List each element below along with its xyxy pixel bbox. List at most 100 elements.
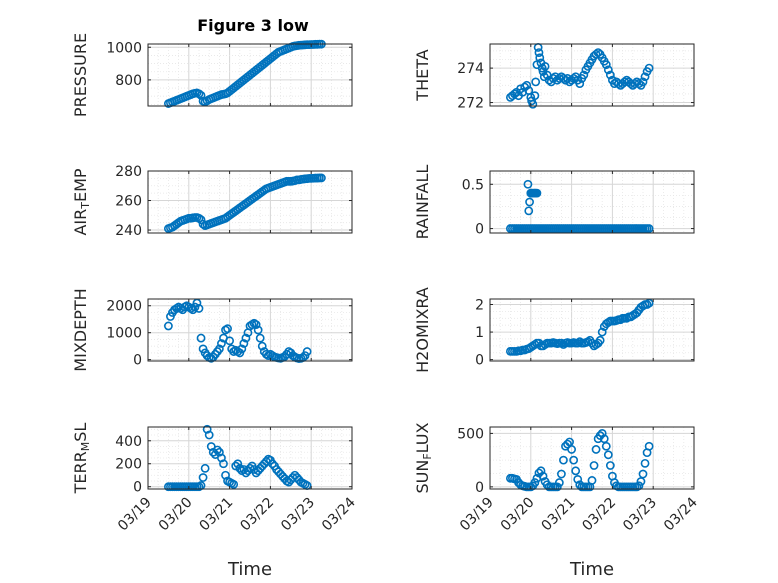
y-tick-label: 2000 [106,299,142,315]
y-axis-label-part: LUX [413,422,432,453]
series-rainfall [505,179,654,233]
y-axis-label: AIRTEMP [71,168,92,235]
y-axis-label-part: RAINFALL [413,165,432,240]
data-point [198,473,208,482]
data-point [237,344,247,354]
data-point [554,478,564,487]
data-point [644,63,654,73]
y-axis-label-part: F [421,453,434,459]
y-axis-label: THETA [413,49,432,101]
x-tick-label: 03/20 [156,495,196,535]
axes-box [147,426,353,490]
data-point [257,341,267,351]
panel-terr_msl: 03/19 03/20 03/21 03/22 03/23 03/24 0 200 400 TER… [71,423,359,580]
series-pressure [163,39,326,108]
y-tick-label: 0 [475,353,484,369]
x-axis-label: Time [227,559,272,580]
data-point [196,90,206,100]
grid [147,44,353,106]
x-tick-label: 03/22 [579,495,619,535]
data-point [567,445,576,454]
figure-title: Figure 3 low [197,16,309,35]
y-axis-label-part: SUN [413,460,432,494]
data-point [194,304,204,313]
data-point [540,61,550,71]
y-tick-label: 400 [115,434,142,450]
y-axis-label-part: T [79,202,92,210]
y-axis-label-part: EMP [71,168,90,202]
y-tick-label: 272 [457,96,484,112]
y-axis-label-part: M [79,442,92,452]
data-point [603,450,613,460]
y-tick-label: 1 [475,325,484,341]
data-point [245,463,255,473]
y-tick-label: 200 [115,457,142,473]
data-point [522,80,532,90]
data-point [212,445,222,455]
data-point [591,445,601,454]
data-point [202,424,212,434]
data-point [524,206,534,216]
y-tick-label: 1000 [106,40,142,56]
panel-pressure: 800 1000 PRESSURE [71,33,353,117]
data-point [573,474,583,484]
x-tick-label: 03/24 [661,494,701,534]
panel-air_temp: 240 260 280 AIRTEMP [71,164,353,239]
y-tick-label: 500 [457,426,484,442]
y-tick-label: 1000 [106,326,142,342]
data-point [302,347,312,356]
data-point [214,344,224,354]
data-point [640,458,650,468]
panel-sun_flux: 03/19 03/20 03/21 03/22 03/23 03/24 0 500 SUNFLU… [413,422,701,580]
data-point [255,333,265,343]
data-point [217,453,226,463]
y-tick-label: 0 [475,222,484,238]
y-tick-label: 0 [133,353,142,369]
axes-box [147,298,353,362]
data-point [638,77,648,87]
y-axis-label-part: THETA [413,49,432,101]
data-point [563,439,572,449]
data-point [603,65,613,75]
data-point [523,179,533,189]
data-point [528,99,538,109]
data-point [233,459,243,469]
data-point [268,459,277,469]
axes-box [489,426,695,490]
panel-rainfall: 0 0.5 RAINFALL [413,165,695,240]
x-axis-label: Time [569,559,614,580]
axes-box [489,43,695,107]
y-axis-label: SUNFLUX [413,422,434,493]
data-point [532,188,542,198]
data-point [538,471,548,481]
x-tick-label: 03/21 [197,495,237,535]
data-point [638,469,648,479]
panel-mixdepth: 0 1000 2000 MIXDEPTH [71,288,353,372]
y-tick-label: 800 [115,73,142,89]
data-point [214,447,224,457]
data-point [605,461,615,470]
data-point [534,48,544,58]
data-point [644,224,654,233]
y-axis-label-part: H2OMIXRA [413,287,432,373]
data-point [579,70,589,80]
y-axis-label: RAINFALL [413,165,432,240]
data-point [644,298,654,308]
series-mixdepth [163,298,312,363]
data-point [640,72,650,82]
data-point [253,325,263,335]
data-point [316,173,326,183]
data-point [217,339,226,348]
series-theta [505,43,654,109]
x-tick-label: 03/23 [278,495,318,535]
data-point [597,327,607,337]
data-point [587,476,597,485]
data-point [575,79,585,89]
x-tick-label: 03/20 [498,495,538,535]
y-tick-label: 274 [457,61,484,77]
data-point [241,333,251,343]
series-air_temp [163,173,326,233]
axes-box [489,170,695,234]
data-point [561,75,570,85]
series-h2omixra [505,298,654,356]
